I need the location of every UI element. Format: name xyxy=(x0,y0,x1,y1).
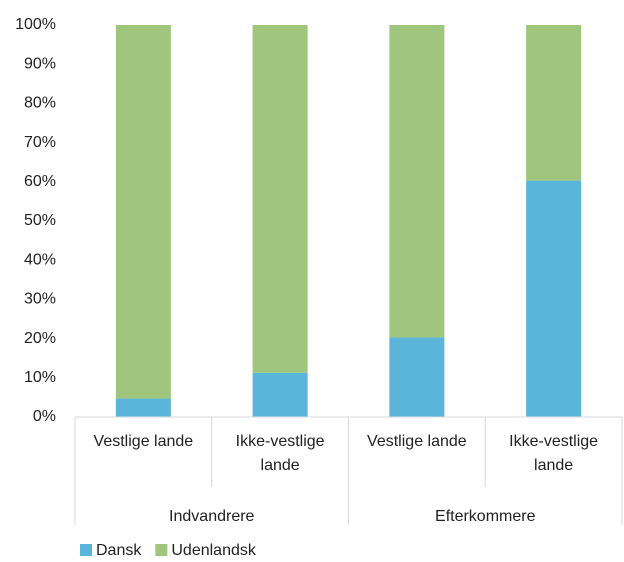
legend-label: Dansk xyxy=(96,542,142,559)
legend-swatch xyxy=(155,544,168,556)
bar-segment xyxy=(252,372,308,417)
y-tick-label: 80% xyxy=(24,95,56,112)
bar-segment xyxy=(526,25,582,181)
bar-segment xyxy=(389,25,445,338)
y-tick-label: 60% xyxy=(24,173,56,190)
y-tick-label: 90% xyxy=(24,55,56,72)
x-tick-label: Vestlige lande xyxy=(367,433,467,450)
legend-swatch xyxy=(80,544,92,556)
x-tick-label: Ikke-vestlige lande xyxy=(235,433,325,474)
y-tick-label: 20% xyxy=(24,330,56,347)
y-tick-label: 100% xyxy=(15,16,56,33)
bar-segment xyxy=(115,25,171,399)
x-tick-label: Ikke-vestlige lande xyxy=(509,433,599,474)
bar-segment xyxy=(389,337,445,417)
bar-segment xyxy=(115,398,171,417)
x-tick-label: Vestlige lande xyxy=(93,433,194,450)
y-tick-label: 30% xyxy=(24,291,56,308)
y-tick-label: 70% xyxy=(24,134,56,151)
bar-segment xyxy=(526,180,582,417)
group-label: Indvandrere xyxy=(169,508,254,525)
bar-segment xyxy=(252,25,308,373)
y-tick-label: 0% xyxy=(33,408,56,425)
group-label: Efterkommere xyxy=(435,508,536,525)
y-tick-label: 50% xyxy=(24,212,56,229)
y-tick-label: 40% xyxy=(24,251,56,268)
legend-label: Udenlandsk xyxy=(171,542,257,559)
y-tick-label: 10% xyxy=(24,369,56,386)
